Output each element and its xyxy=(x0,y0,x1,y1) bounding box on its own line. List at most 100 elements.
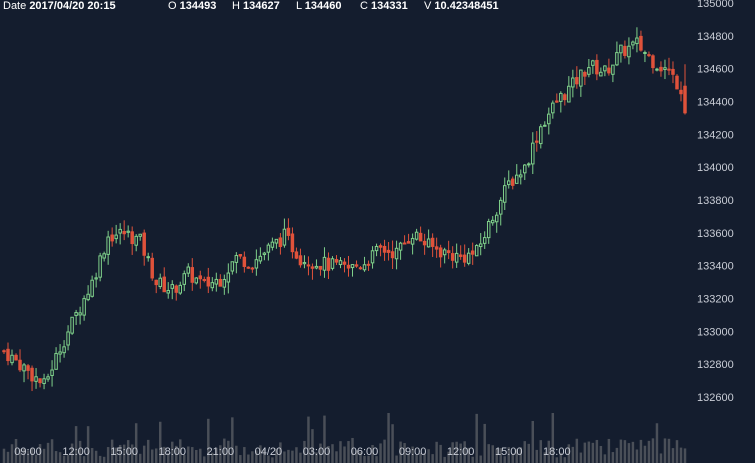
candle-up[interactable] xyxy=(134,235,138,246)
candle-up[interactable] xyxy=(374,245,379,252)
candle-down[interactable] xyxy=(110,234,114,242)
candle-up[interactable] xyxy=(663,67,667,71)
candle-up[interactable] xyxy=(631,41,635,46)
candle-down[interactable] xyxy=(130,231,134,245)
candle-down[interactable] xyxy=(206,276,211,287)
candle-down[interactable] xyxy=(434,246,439,250)
candle-down[interactable] xyxy=(555,100,559,103)
candle-up[interactable] xyxy=(490,219,495,224)
candle-up[interactable] xyxy=(226,272,231,283)
candle-up[interactable] xyxy=(559,92,563,102)
candle-down[interactable] xyxy=(402,242,407,245)
candle-down[interactable] xyxy=(294,251,299,259)
candle-up[interactable] xyxy=(579,69,583,87)
candle-down[interactable] xyxy=(290,233,295,253)
candle-down[interactable] xyxy=(310,266,315,269)
candle-down[interactable] xyxy=(458,254,463,257)
candle-up[interactable] xyxy=(266,244,271,253)
candle-down[interactable] xyxy=(174,285,178,293)
candle-up[interactable] xyxy=(94,277,98,280)
candle-up[interactable] xyxy=(114,234,118,240)
candle-down[interactable] xyxy=(154,279,158,286)
candle-down[interactable] xyxy=(318,265,323,270)
candle-up[interactable] xyxy=(170,284,174,289)
candle-down[interactable] xyxy=(334,259,339,263)
candle-up[interactable] xyxy=(86,293,90,301)
candle-up[interactable] xyxy=(502,185,507,203)
candle-up[interactable] xyxy=(166,290,170,294)
candle-up[interactable] xyxy=(10,354,14,364)
candle-down[interactable] xyxy=(406,241,411,244)
candle-up[interactable] xyxy=(442,249,447,256)
candle-up[interactable] xyxy=(350,264,355,269)
candle-up[interactable] xyxy=(78,312,82,316)
candle-up[interactable] xyxy=(90,279,94,297)
candle-up[interactable] xyxy=(102,253,106,259)
candle-down[interactable] xyxy=(378,245,383,248)
candle-up[interactable] xyxy=(587,67,591,75)
candle-up[interactable] xyxy=(222,279,227,288)
candle-up[interactable] xyxy=(254,259,259,269)
candle-up[interactable] xyxy=(527,163,531,166)
candle-up[interactable] xyxy=(230,261,235,272)
candle-down[interactable] xyxy=(671,68,675,75)
candle-down[interactable] xyxy=(250,267,255,270)
candle-up[interactable] xyxy=(234,255,239,263)
candle-down[interactable] xyxy=(202,279,207,282)
candle-up[interactable] xyxy=(126,230,130,233)
candle-down[interactable] xyxy=(450,253,455,261)
candle-up[interactable] xyxy=(603,65,607,72)
candle-down[interactable] xyxy=(462,254,467,263)
candle-up[interactable] xyxy=(58,351,62,355)
candle-down[interactable] xyxy=(242,256,247,267)
candle-up[interactable] xyxy=(74,312,78,316)
candle-up[interactable] xyxy=(414,231,419,240)
candle-down[interactable] xyxy=(535,140,539,143)
candle-up[interactable] xyxy=(362,264,367,271)
candle-down[interactable] xyxy=(162,276,166,293)
candle-up[interactable] xyxy=(322,256,327,271)
candle-down[interactable] xyxy=(326,257,331,271)
candle-down[interactable] xyxy=(30,367,34,382)
candle-up[interactable] xyxy=(523,164,527,174)
candle-down[interactable] xyxy=(683,85,687,114)
candle-up[interactable] xyxy=(635,37,639,45)
candle-down[interactable] xyxy=(298,255,303,266)
candle-down[interactable] xyxy=(575,77,579,85)
candle-up[interactable] xyxy=(507,180,511,186)
candle-down[interactable] xyxy=(306,264,311,267)
candle-down[interactable] xyxy=(2,350,6,353)
candle-up[interactable] xyxy=(515,174,519,184)
candle-up[interactable] xyxy=(551,102,555,114)
candle-down[interactable] xyxy=(659,66,663,72)
candle-up[interactable] xyxy=(194,277,199,284)
candle-up[interactable] xyxy=(50,369,54,376)
candle-down[interactable] xyxy=(14,354,18,361)
candle-down[interactable] xyxy=(198,275,203,280)
candle-up[interactable] xyxy=(426,238,431,248)
candle-up[interactable] xyxy=(643,52,647,55)
candle-up[interactable] xyxy=(34,376,38,382)
candle-down[interactable] xyxy=(563,94,567,101)
candle-up[interactable] xyxy=(70,316,74,334)
candle-up[interactable] xyxy=(454,252,459,263)
candle-up[interactable] xyxy=(398,242,403,251)
candle-down[interactable] xyxy=(286,227,291,236)
candle-up[interactable] xyxy=(539,126,543,145)
candle-down[interactable] xyxy=(18,359,22,371)
candle-up[interactable] xyxy=(106,236,110,255)
candle-up[interactable] xyxy=(611,64,615,75)
candle-down[interactable] xyxy=(446,250,451,254)
candle-down[interactable] xyxy=(422,240,427,246)
candle-up[interactable] xyxy=(262,252,267,256)
candle-down[interactable] xyxy=(470,250,475,255)
candle-down[interactable] xyxy=(386,249,391,253)
candle-up[interactable] xyxy=(338,260,343,266)
candle-down[interactable] xyxy=(583,71,587,77)
candle-up[interactable] xyxy=(54,353,58,370)
candle-down[interactable] xyxy=(26,365,30,371)
candle-up[interactable] xyxy=(146,256,150,259)
candle-up[interactable] xyxy=(591,60,595,66)
